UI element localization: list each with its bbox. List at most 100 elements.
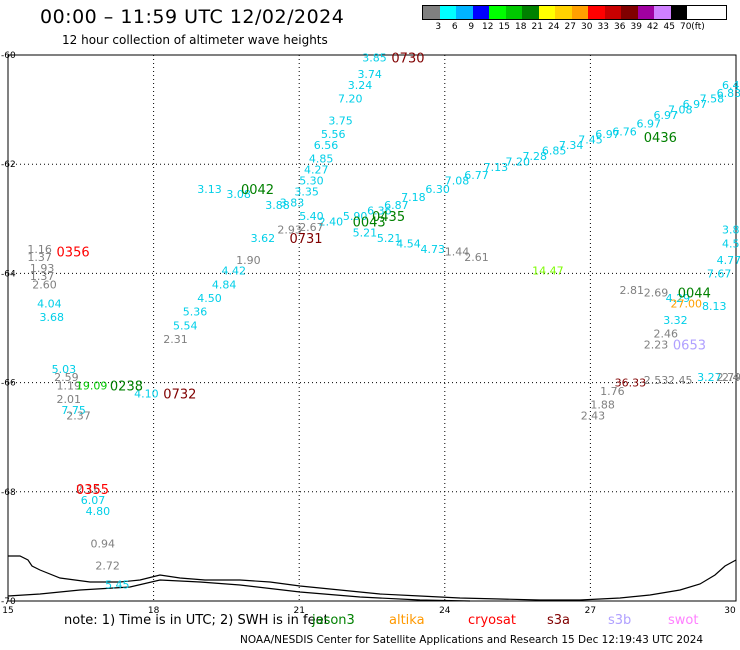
wave-height-value: 3.08 — [226, 188, 251, 201]
page-title: 00:00 – 11:59 UTC 12/02/2024 — [40, 6, 345, 28]
pass-time-label: 0042 — [241, 183, 274, 198]
legend-label: 27 — [564, 22, 576, 32]
satellite-s3a-label: s3a — [547, 613, 571, 628]
longitude-label: 30 — [724, 606, 736, 616]
legend-unit: (ft) — [691, 22, 705, 32]
wave-height-value: 1.93 — [30, 262, 55, 275]
wave-height-value: 5.36 — [183, 306, 208, 319]
wave-height-value: 7.58 — [700, 93, 725, 106]
wave-height-value: 2.31 — [163, 333, 188, 346]
legend-swatch — [439, 6, 456, 19]
satellite-s3b-label: s3b — [608, 613, 632, 628]
wave-height-value: 7.20 — [505, 155, 530, 168]
latitude-label: -66 — [1, 379, 16, 389]
wave-height-value: 1.16 — [27, 243, 52, 256]
wave-height-value: 3.24 — [348, 79, 373, 92]
pass-time-label: 0436 — [644, 131, 677, 146]
longitude-label: 21 — [293, 606, 304, 616]
legend-swatch — [555, 6, 572, 19]
pass-time-label: 0238 — [110, 379, 143, 394]
wave-height-value: 3.88 — [265, 199, 290, 212]
wave-height-value: 6.83 — [717, 87, 740, 100]
wave-height-value: 2.40 — [319, 216, 344, 229]
wave-height-value: 5.21 — [377, 232, 402, 245]
footnote: note: 1) Time is in UTC; 2) SWH is in fe… — [64, 613, 329, 628]
legend-label: 21 — [531, 22, 543, 32]
legend-swatch — [522, 6, 539, 19]
wave-height-values: 3.853.743.247.203.755.566.564.854.275.30… — [27, 52, 740, 592]
wave-height-value: 7.28 — [522, 150, 547, 163]
wave-height-value: 2.61 — [464, 251, 489, 264]
wave-height-value: 1.90 — [236, 254, 261, 267]
wave-height-value: 1.37 — [27, 251, 52, 264]
wave-height-value: 7.13 — [484, 161, 509, 174]
legend-swatch — [489, 6, 506, 19]
wave-height-value: 4.27 — [304, 164, 329, 177]
legend-label: 30 — [581, 22, 593, 32]
wave-height-value: 7.34 — [559, 139, 584, 152]
legend-label: 15 — [498, 22, 510, 32]
legend-swatch — [456, 6, 473, 19]
wave-height-value: 2.79 — [717, 371, 740, 384]
wave-height-value: 1.88 — [590, 398, 615, 411]
wave-height-value: 2.4 — [722, 371, 740, 384]
wave-height-value: 6.36 — [367, 205, 392, 218]
wave-height-value: 2.93 — [277, 224, 302, 237]
wave-height-value: 6.85 — [542, 145, 567, 158]
wave-height-value: 5.40 — [299, 210, 324, 223]
legend-swatch — [604, 6, 621, 19]
legend-label: 33 — [597, 22, 609, 32]
map-frame — [7, 54, 737, 602]
wave-height-value: 1.44 — [445, 246, 470, 259]
wave-height-value: 4.42 — [222, 265, 247, 278]
wave-height-value: 4.50 — [197, 292, 222, 305]
legend-label: 36 — [614, 22, 626, 32]
legend-label: 39 — [630, 22, 642, 32]
wave-height-value: 2.37 — [66, 409, 91, 422]
longitude-label: 18 — [148, 606, 160, 616]
latitude-label: -68 — [1, 488, 16, 498]
legend-swatch — [505, 6, 522, 19]
latitude-label: -62 — [1, 160, 16, 170]
graticule — [8, 55, 736, 601]
wave-height-value: 2.81 — [620, 284, 645, 297]
page-subtitle: 12 hour collection of altimeter wave hei… — [62, 33, 328, 47]
wave-height-value: 4.77 — [717, 254, 740, 267]
wave-height-value: 0.94 — [91, 538, 116, 551]
wave-height-value: 2.16 — [76, 483, 101, 496]
wave-height-value: 5.45 — [105, 579, 130, 592]
wave-height-value: 2.46 — [653, 327, 678, 340]
legend-label: 24 — [548, 22, 560, 32]
wave-height-value: 2.72 — [95, 560, 120, 573]
wave-height-value: 2.23 — [644, 338, 669, 351]
wave-height-value: 1.19 — [57, 379, 82, 392]
legend-label: 42 — [647, 22, 659, 32]
wave-height-value: 4.04 — [37, 297, 62, 310]
wave-height-legend: 3 6 9 12 15 18 21 24 27 30 33 36 39 42 45 70 (ft) — [422, 5, 727, 34]
longitude-label: 24 — [439, 606, 451, 616]
legend-swatch — [588, 6, 605, 19]
pass-time-label: 0435 — [372, 210, 405, 225]
legend-label: 12 — [482, 22, 494, 32]
wave-height-value: 5.54 — [173, 319, 198, 332]
wave-height-value: 1.37 — [30, 270, 55, 283]
wave-height-value: 8.13 — [702, 300, 727, 313]
longitude-label: 15 — [2, 606, 13, 616]
legend-label: 3 — [435, 22, 442, 32]
wave-height-value: 3.32 — [663, 314, 688, 327]
legend-swatch — [538, 6, 555, 19]
pass-time-label: 0043 — [353, 216, 386, 231]
pass-time-label: 0356 — [57, 246, 90, 261]
legend-label: 9 — [468, 22, 475, 32]
latitude-label: -64 — [1, 269, 16, 279]
satellite-cryosat-label: cryosat — [468, 613, 516, 628]
wave-height-value: 7.18 — [401, 191, 426, 204]
pass-time-label: 0730 — [391, 52, 424, 67]
wave-height-value: 4.80 — [86, 505, 111, 518]
pass-time-label: 0731 — [289, 232, 322, 247]
wave-height-value: 2.45 — [668, 374, 693, 387]
wave-height-value: 7.08 — [668, 104, 693, 117]
wave-height-value: 5.30 — [299, 175, 324, 188]
wave-height-value: 3.35 — [294, 186, 319, 199]
